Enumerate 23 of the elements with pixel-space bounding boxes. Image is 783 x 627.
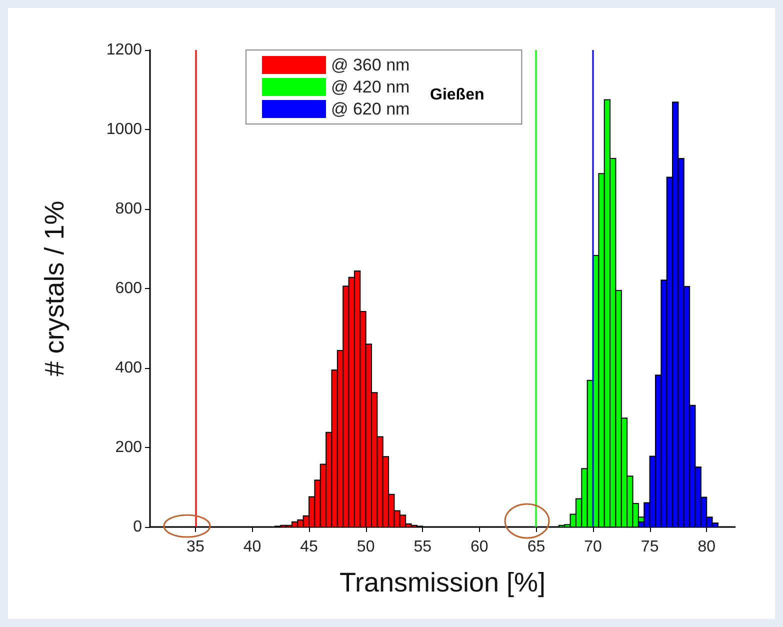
y-tick-label: 0 (133, 518, 142, 536)
y-tick-label: 200 (115, 439, 142, 456)
x-tick-label: 65 (527, 538, 546, 556)
x-tick-label: 45 (300, 538, 318, 556)
x-tick-label: 40 (243, 538, 262, 556)
legend-label: @ 620 nm (331, 100, 410, 118)
y-tick-label: 800 (115, 200, 142, 218)
x-axis-title: Transmission [%] (339, 568, 546, 598)
y-axis-title: # crystals / 1% (40, 200, 70, 376)
x-tick-label: 75 (640, 538, 659, 556)
x-tick-label: 70 (584, 538, 602, 556)
x-tick-label: 60 (470, 538, 488, 556)
y-tick-label: 1200 (106, 42, 142, 58)
x-tick-label: 50 (356, 538, 375, 556)
legend-label: @ 360 nm (331, 56, 410, 74)
annotation: Gießen (430, 86, 484, 104)
y-tick-label: 1000 (106, 121, 142, 138)
legend-label: @ 420 nm (331, 78, 410, 96)
x-tick-label: 55 (414, 538, 432, 556)
x-tick-label: 35 (186, 538, 204, 556)
x-tick-label: 80 (698, 538, 716, 556)
y-tick-label: 600 (115, 280, 142, 297)
y-tick-label: 400 (115, 360, 142, 376)
